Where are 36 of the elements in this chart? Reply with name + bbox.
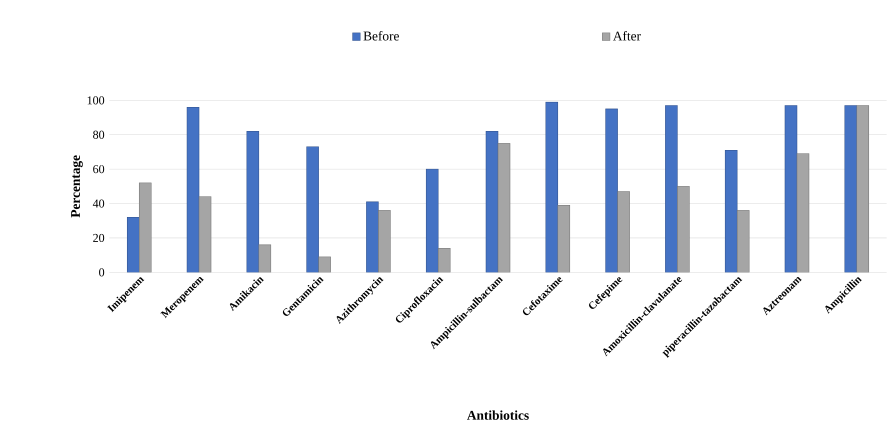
bar [558, 204, 570, 272]
legend-label: After [612, 31, 641, 41]
bar [856, 105, 870, 272]
bar [138, 182, 152, 272]
bar [126, 217, 140, 272]
y-tick-label: 20 [93, 234, 104, 242]
x-axis-title: Antibiotics [467, 410, 529, 420]
y-tick-label: 100 [88, 96, 104, 104]
y-tick-label: 40 [92, 199, 104, 208]
legend-label: Before [364, 31, 399, 41]
y-tick-label: 0 [99, 268, 104, 276]
bar [438, 248, 450, 272]
bar [258, 244, 272, 272]
y-tick-label: 60 [93, 165, 104, 174]
bar [784, 105, 798, 272]
bar [546, 102, 558, 272]
bar [665, 105, 678, 272]
bar [605, 108, 618, 272]
bar [736, 210, 750, 272]
bar [486, 131, 498, 272]
bar [844, 105, 858, 272]
y-tick-label: 80 [93, 130, 104, 139]
bar [677, 186, 690, 272]
bar [306, 146, 319, 272]
bar [378, 210, 391, 272]
bar [198, 196, 212, 272]
bar [796, 153, 810, 272]
bar [366, 202, 379, 272]
bar [617, 191, 630, 272]
bar [724, 150, 738, 272]
bar [246, 131, 260, 272]
y-axis-title: Percentage [71, 155, 83, 218]
bar [498, 143, 510, 272]
bar [186, 106, 200, 272]
bar [426, 168, 438, 272]
bar [318, 256, 331, 272]
